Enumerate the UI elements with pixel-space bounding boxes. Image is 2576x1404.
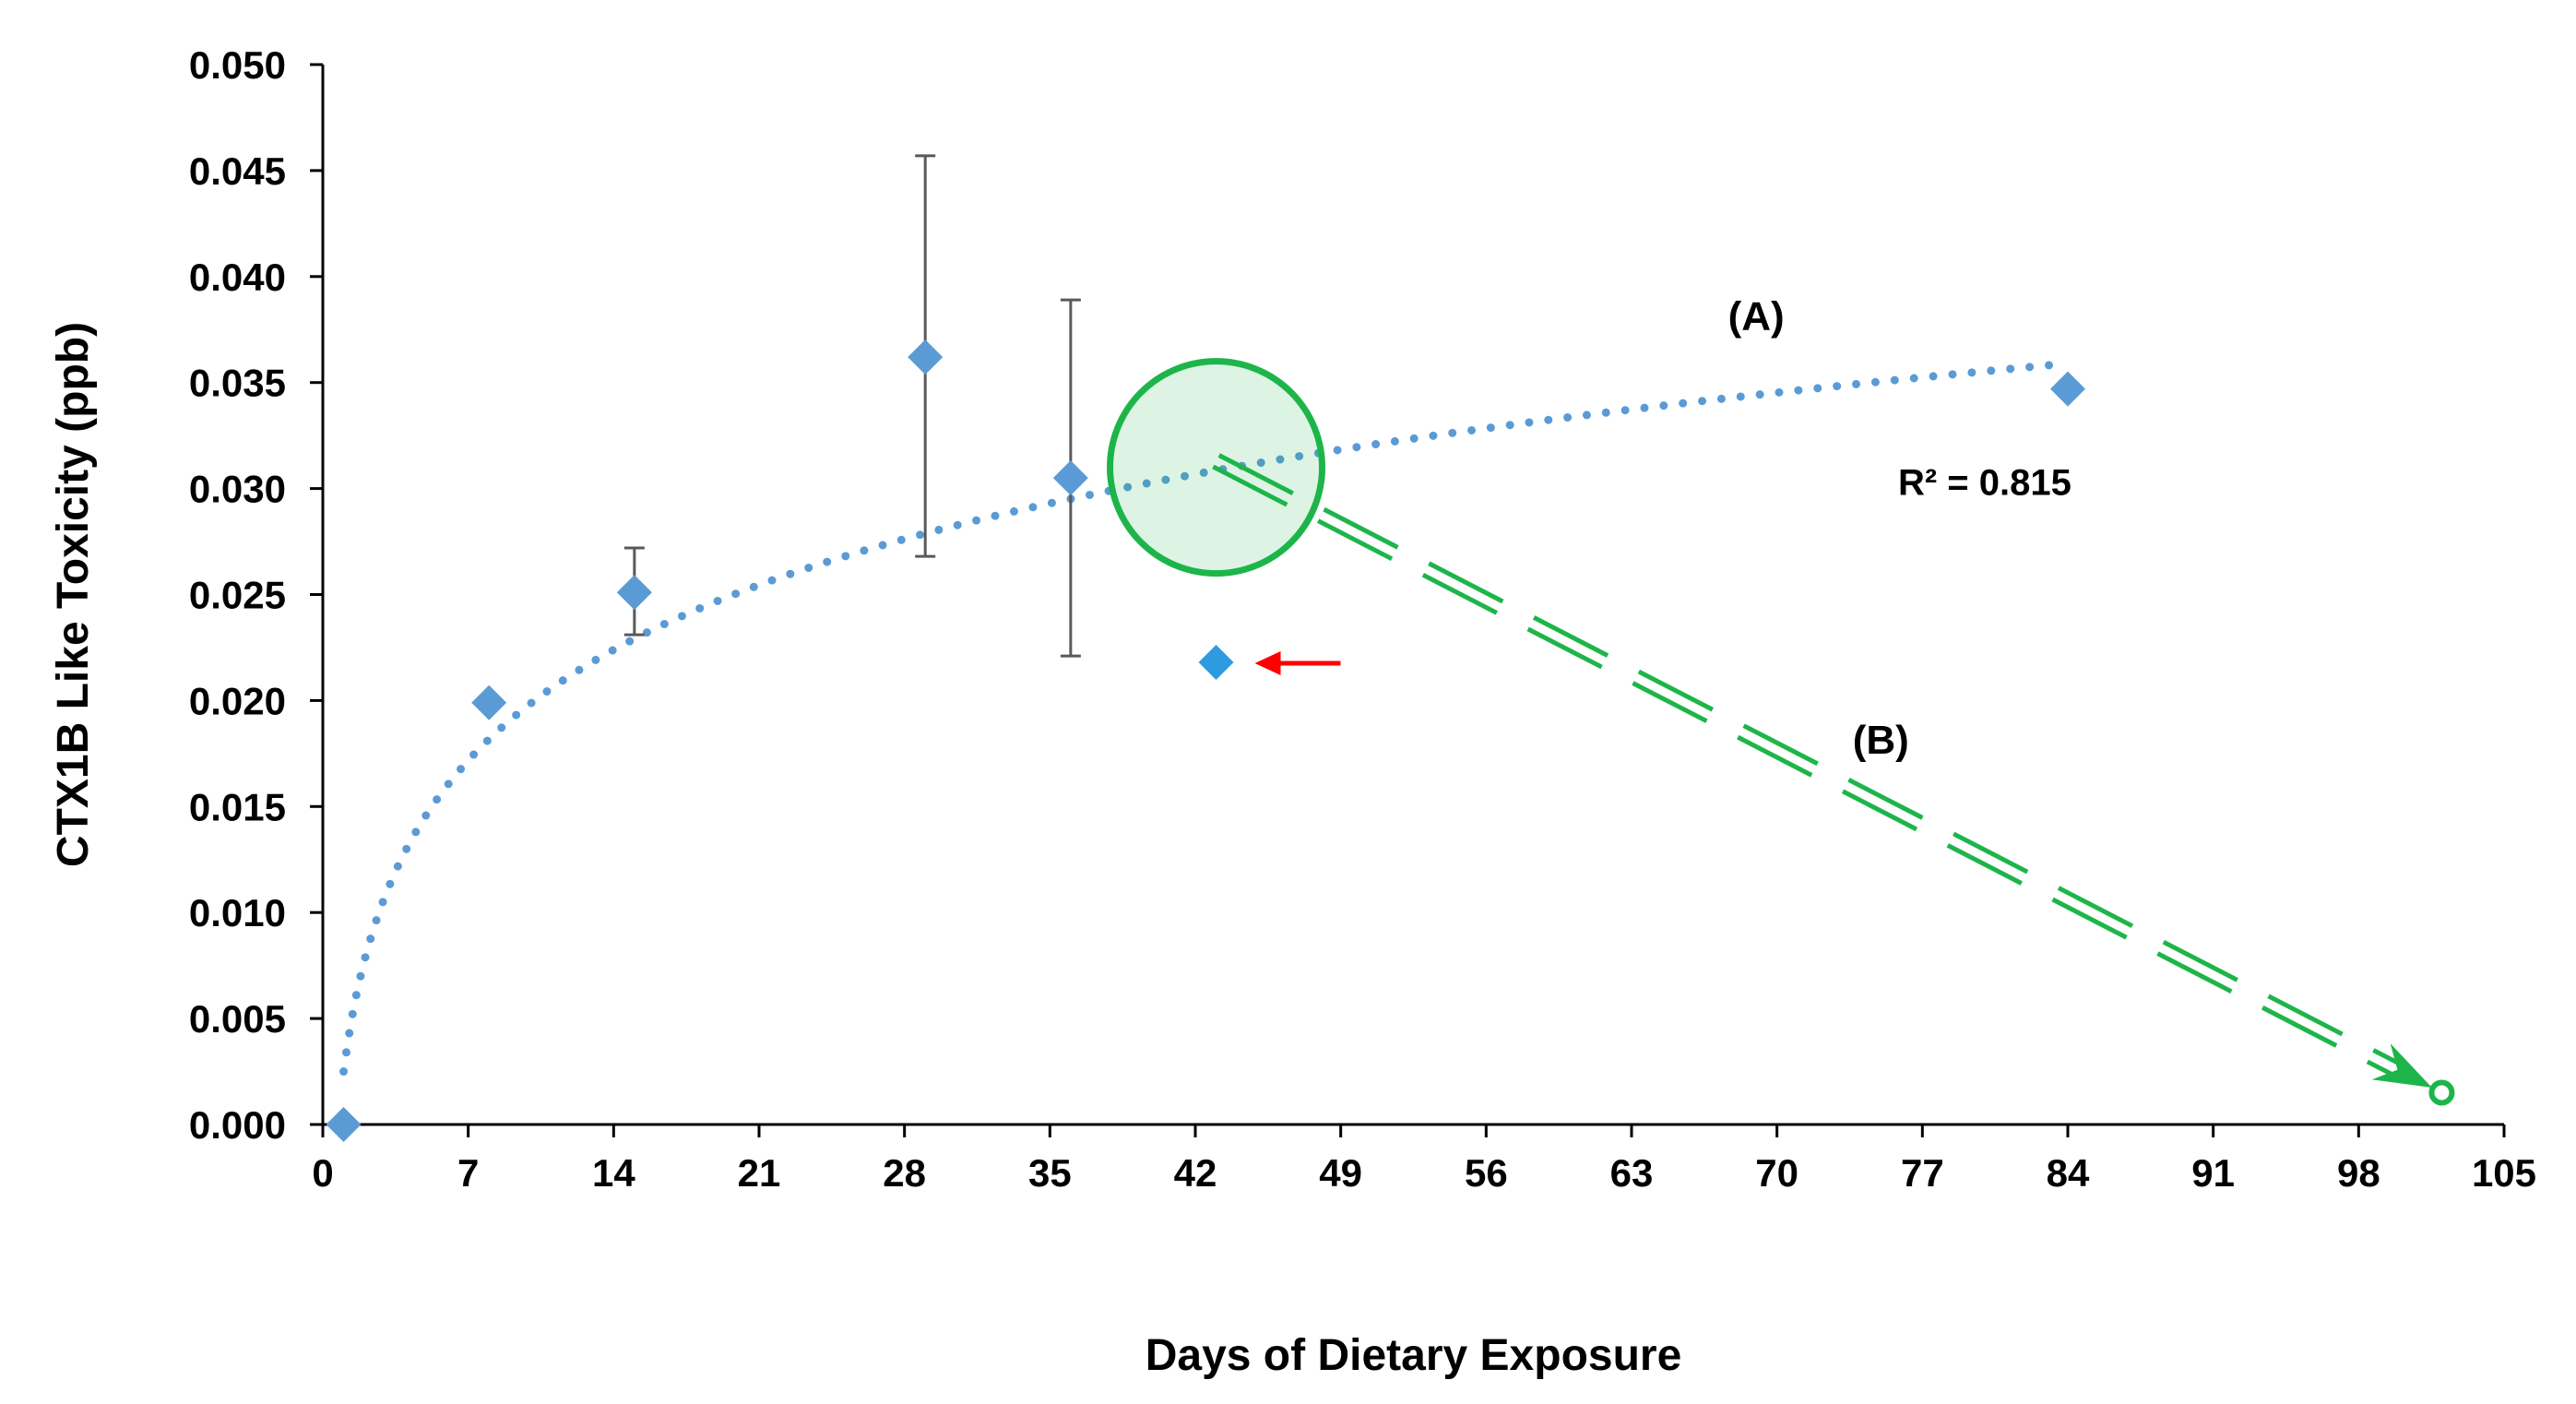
projection-arrowhead [2371,1043,2432,1088]
x-tick-label: 77 [1901,1151,1944,1195]
data-point [908,339,944,375]
trendline [339,359,2072,1077]
x-tick-label: 35 [1028,1151,1072,1195]
x-tick-label: 63 [1610,1151,1654,1195]
x-tick-label: 70 [1755,1151,1798,1195]
data-point [1198,645,1234,681]
trendline-path [339,359,2072,1077]
projection-line-b [1217,453,2401,1066]
x-tick-label: 56 [1465,1151,1508,1195]
projection-line-b [1212,464,2395,1077]
x-tick-label: 28 [883,1151,926,1195]
y-tick-label: 0.035 [189,362,286,405]
x-tick-label: 0 [312,1151,333,1195]
projection-endpoint-marker [2428,1079,2455,1106]
x-axis-label: Days of Dietary Exposure [1146,1331,1682,1380]
y-tick-label: 0.025 [189,574,286,617]
data-point [2050,371,2085,407]
y-axis-ticks: 0.000 0.005 0.010 0.015 0.020 0.025 0.030 0.035… [189,43,323,1147]
y-tick-label: 0.005 [189,997,286,1041]
error-bars [623,154,1081,658]
y-tick-label: 0.010 [189,891,286,934]
data-point [471,684,507,720]
label-b: (B) [1853,718,1909,763]
x-tick-label: 84 [2047,1151,2090,1195]
x-axis-ticks: 0 7 14 21 28 35 42 49 56 63 70 77 84 91 98 105 [312,1124,2536,1195]
x-tick-label: 49 [1319,1151,1362,1195]
x-tick-label: 7 [457,1151,479,1195]
x-tick-label: 98 [2337,1151,2380,1195]
y-tick-label: 0.015 [189,785,286,828]
y-tick-label: 0.050 [189,43,286,87]
data-points [326,339,2085,1142]
label-a: (A) [1728,293,1785,339]
x-tick-label: 42 [1174,1151,1217,1195]
data-point [1052,460,1088,496]
y-tick-label: 0.020 [189,679,286,722]
data-point [616,575,652,611]
annotation-labels: (A) (B) R² = 0.815 [1728,293,2071,763]
x-tick-label: 91 [2191,1151,2235,1195]
y-axis-label: CTX1B Like Toxicity (ppb) [49,322,98,867]
annotation-shapes [1107,358,2455,1106]
y-tick-label: 0.030 [189,468,286,511]
y-tick-label: 0.000 [189,1103,286,1147]
y-tick-label: 0.045 [189,149,286,193]
x-tick-label: 21 [738,1151,781,1195]
y-tick-label: 0.040 [189,256,286,299]
data-point [326,1107,362,1142]
x-tick-label: 14 [592,1151,635,1195]
x-tick-label: 105 [2472,1151,2536,1195]
red-arrow-head [1254,651,1281,676]
r-squared-label: R² = 0.815 [1898,462,2071,503]
